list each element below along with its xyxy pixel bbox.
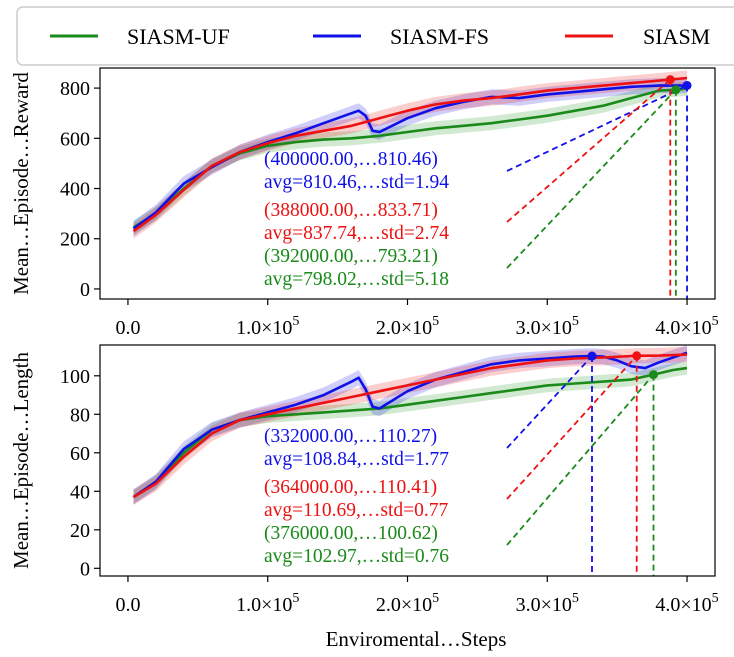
reward-xtick-label: 4.0×105 <box>655 314 718 339</box>
reward-annotation-coord-0: (400000.00,…810.46) <box>264 149 438 170</box>
reward-annotation-coord-1: (388000.00,…833.71) <box>264 200 438 221</box>
reward-y-axis-label: Mean…Episode…Reward <box>9 72 33 295</box>
legend-label-siasm: SIASM <box>643 24 710 49</box>
length-y-axis-label: Mean…Episode…Length <box>9 352 33 569</box>
length-band-siasm-uf <box>133 361 687 504</box>
reward-annotation-leader-0 <box>506 84 688 172</box>
length-annotation-coord-1: (364000.00,…110.41) <box>264 477 437 498</box>
reward-ytick-label: 600 <box>60 128 90 150</box>
x-axis-label: Enviromental…Steps <box>326 627 507 651</box>
reward-band-siasm-fs <box>133 78 687 237</box>
length-annotation-coord-2: (376000.00,…100.62) <box>264 523 438 544</box>
reward-annotation-coord-2: (392000.00,…793.21) <box>264 246 438 267</box>
reward-annotation-leader-1 <box>506 78 671 223</box>
length-panel: (332000.00,…110.27)avg=108.84,…std=1.77 (… <box>9 344 719 616</box>
length-annotation-leader-2 <box>506 374 655 546</box>
length-annotation-stats-1: avg=110.69,…std=0.77 <box>264 500 449 521</box>
reward-annotation-stats-1: avg=837.74,…std=2.74 <box>264 223 449 244</box>
length-annotation-leader-0 <box>506 355 593 449</box>
legend-label-siasm-fs: SIASM-FS <box>390 24 489 49</box>
reward-xtick-label: 3.0×105 <box>516 314 579 339</box>
length-annotation-stats-2: avg=102.97,…std=0.76 <box>264 546 449 567</box>
reward-annotation-point-2 <box>671 85 681 95</box>
reward-xtick-label: 1.0×105 <box>236 314 299 339</box>
length-xtick-label: 1.0×105 <box>236 591 299 616</box>
reward-ytick-label: 0 <box>80 279 90 301</box>
reward-ytick-label: 400 <box>60 179 90 201</box>
length-ytick-label: 60 <box>70 443 90 465</box>
reward-annotation-leader-2 <box>506 89 677 269</box>
length-annotation-stats-0: avg=108.84,…std=1.77 <box>264 449 449 470</box>
reward-panel: (400000.00,…810.46)avg=810.46,…std=1.94 (… <box>9 67 719 339</box>
length-ytick-label: 40 <box>70 481 90 503</box>
length-xtick-label: 2.0×105 <box>376 591 439 616</box>
reward-xtick-label: 2.0×105 <box>376 314 439 339</box>
reward-annotation-stats-2: avg=798.02,…std=5.18 <box>264 269 449 290</box>
legend: SIASM-UF SIASM-FS SIASM <box>16 6 734 66</box>
reward-ytick-label: 200 <box>60 229 90 251</box>
length-annotation-point-2 <box>649 370 658 380</box>
length-ytick-label: 100 <box>60 366 90 388</box>
length-annotation-coord-0: (332000.00,…110.27) <box>264 426 437 447</box>
length-xtick-label: 4.0×105 <box>655 591 718 616</box>
length-annotation-leader-1 <box>506 355 638 500</box>
reward-xtick-label: 0.0 <box>115 317 140 339</box>
length-ytick-label: 80 <box>70 404 90 426</box>
reward-annotation-point-1 <box>665 75 675 85</box>
reward-annotation-point-0 <box>682 80 692 90</box>
reward-band-siasm-uf <box>133 81 687 235</box>
legend-frame <box>16 6 734 66</box>
reward-annotation-stats-0: avg=810.46,…std=1.94 <box>264 172 449 193</box>
length-ytick-label: 0 <box>80 558 90 580</box>
reward-ytick-label: 800 <box>60 78 90 100</box>
length-annotation-point-0 <box>587 351 597 361</box>
length-ytick-label: 20 <box>70 520 90 542</box>
length-xtick-label: 3.0×105 <box>516 591 579 616</box>
length-annotation-point-1 <box>632 351 642 361</box>
legend-label-siasm-uf: SIASM-UF <box>127 24 230 49</box>
reward-line-siasm <box>132 76 688 233</box>
length-xtick-label: 0.0 <box>115 594 140 616</box>
